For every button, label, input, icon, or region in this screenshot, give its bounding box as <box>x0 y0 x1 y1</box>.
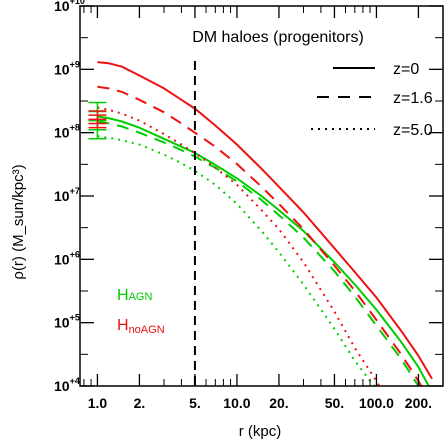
series-line-agn-z0 <box>97 115 430 386</box>
x-tick-label: 1.0 <box>88 395 108 411</box>
data-curves <box>97 61 433 386</box>
y-tick-label: 10+8 <box>54 123 80 141</box>
x-tick-label: 5. <box>189 395 201 411</box>
series-line-noagn-z0 <box>97 61 433 380</box>
label-hagn: HAGN <box>117 287 152 304</box>
error-bar-1 <box>88 110 107 129</box>
x-tick-label: 200. <box>405 395 432 411</box>
legend-label-z0: z=0 <box>393 61 419 78</box>
series-line-noagn-z16 <box>97 85 423 386</box>
chart-title: DM haloes (progenitors) <box>192 29 364 46</box>
series-line-agn-z16 <box>97 120 420 386</box>
y-axis-title: ρ(r) (M_sun/kpc³) <box>10 164 27 279</box>
x-tick-label: 50. <box>325 395 344 411</box>
x-axis-title: r (kpc) <box>239 423 282 440</box>
y-tick-label: 10+9 <box>54 59 80 77</box>
y-ticks: 10+4 10+5 10+6 10+7 10+8 10+9 10+10 <box>54 0 443 394</box>
legend: z=0 z=1.6 z=5.0 <box>311 61 433 139</box>
label-hnoagn: HnoAGN <box>117 317 165 336</box>
y-tick-label: 10+7 <box>54 186 80 204</box>
y-tick-label: 10+4 <box>54 376 80 394</box>
x-tick-label: 100.0 <box>359 395 394 411</box>
series-line-noagn-z50 <box>97 106 381 386</box>
legend-label-z50: z=5.0 <box>393 122 433 139</box>
legend-label-z16: z=1.6 <box>393 90 433 107</box>
x-ticks: 1.0 2. 5. 10.0 20. 50. 100.0 200. <box>83 6 444 411</box>
y-tick-label: 10+5 <box>54 313 80 331</box>
x-tick-label: 20. <box>269 395 288 411</box>
x-tick-label: 10.0 <box>223 395 250 411</box>
y-tick-label: 10+6 <box>54 249 80 267</box>
y-tick-label: 10+10 <box>54 0 85 14</box>
error-bars <box>88 101 107 140</box>
x-tick-label: 2. <box>134 395 146 411</box>
